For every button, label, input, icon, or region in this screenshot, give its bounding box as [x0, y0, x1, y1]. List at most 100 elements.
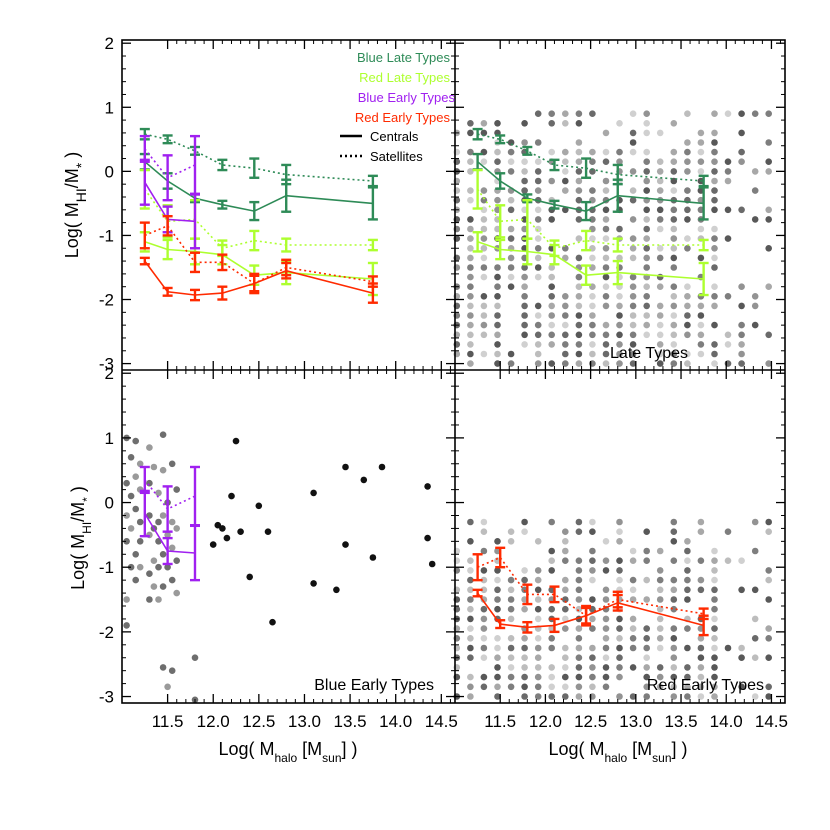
background-point	[467, 245, 474, 252]
background-point	[616, 360, 623, 367]
background-point	[616, 321, 623, 329]
background-point	[548, 518, 555, 526]
background-point	[494, 341, 501, 348]
background-point	[562, 557, 569, 564]
background-point	[562, 615, 569, 623]
legend-entry-satellites: Satellites	[370, 149, 423, 164]
background-point	[467, 693, 474, 700]
background-point	[629, 235, 637, 242]
data-point	[155, 563, 162, 571]
background-point	[534, 360, 542, 367]
data-point	[173, 486, 180, 493]
background-point	[602, 586, 610, 594]
background-point	[589, 148, 596, 156]
data-point	[237, 528, 244, 535]
background-point	[724, 235, 732, 242]
data-point	[150, 583, 158, 590]
background-point	[507, 196, 515, 204]
background-point	[738, 557, 745, 564]
background-point	[562, 538, 569, 545]
background-point	[575, 644, 583, 652]
background-point	[711, 148, 718, 156]
background-point	[751, 635, 759, 642]
background-point	[738, 110, 745, 117]
background-point	[494, 148, 501, 156]
all-blue_late-errorbar	[217, 199, 228, 210]
background-point	[562, 350, 569, 358]
background-point	[521, 654, 528, 661]
all-blue_late-errorbar	[249, 200, 260, 222]
background-point	[480, 576, 488, 584]
background-point	[616, 625, 623, 632]
background-point	[467, 673, 474, 681]
background-point	[724, 528, 732, 535]
background-point	[616, 350, 623, 358]
background-point	[629, 693, 637, 700]
background-point	[480, 518, 488, 526]
background-point	[670, 664, 678, 671]
background-point	[711, 129, 718, 137]
background-point	[684, 586, 691, 594]
all-blue_early-errorbar	[162, 154, 173, 202]
background-point	[534, 341, 542, 348]
background-point	[589, 312, 596, 319]
background-point	[684, 350, 691, 358]
background-point	[602, 293, 610, 300]
background-point	[467, 302, 474, 310]
background-point	[711, 254, 718, 262]
background-point	[656, 283, 664, 291]
background-point	[670, 254, 678, 262]
late-red_late-errorbar	[612, 237, 623, 253]
background-point	[643, 528, 650, 535]
background-point	[643, 331, 650, 339]
data-point	[310, 489, 317, 497]
background-point	[589, 235, 596, 242]
background-point	[616, 158, 623, 165]
background-point	[738, 644, 745, 652]
background-point	[534, 673, 542, 681]
background-point	[507, 673, 515, 681]
background-point	[534, 538, 542, 545]
background-point	[562, 177, 569, 185]
late-blue_late-errorbar	[495, 134, 506, 145]
background-point	[616, 148, 623, 156]
background-point	[521, 264, 528, 271]
background-point	[656, 547, 664, 555]
background-point	[521, 321, 528, 329]
x-tick-label: 13.0	[619, 712, 652, 731]
background-point	[589, 625, 596, 632]
background-point	[643, 110, 650, 117]
background-point	[724, 206, 732, 214]
background-point	[738, 148, 745, 156]
background-point	[643, 693, 650, 700]
background-point	[494, 596, 501, 603]
background-point	[467, 518, 474, 526]
background-point	[765, 654, 772, 661]
background-point	[575, 120, 583, 127]
background-point	[697, 693, 705, 700]
background-point	[765, 693, 772, 700]
data-point	[333, 586, 340, 594]
background-point	[670, 683, 678, 691]
late-red_late-errorbar	[472, 231, 483, 253]
background-point	[534, 158, 542, 165]
background-point	[480, 654, 488, 661]
late-blue_late-errorbar	[698, 174, 709, 188]
background-point	[643, 596, 650, 603]
background-point	[684, 148, 691, 156]
background-point	[521, 331, 528, 339]
background-point	[467, 129, 474, 137]
data-point	[159, 466, 167, 474]
background-point	[575, 586, 583, 594]
background-point	[670, 557, 678, 564]
late-blue_late-errorbar	[581, 157, 592, 179]
background-point	[697, 586, 705, 594]
all-red_early-errorbar	[217, 253, 228, 272]
background-point	[548, 664, 555, 671]
all-red_early-errorbar	[139, 256, 150, 266]
background-point	[480, 225, 488, 233]
panel-late	[453, 110, 772, 367]
background-point	[765, 168, 772, 175]
background-point	[494, 264, 501, 271]
background-point	[480, 683, 488, 691]
